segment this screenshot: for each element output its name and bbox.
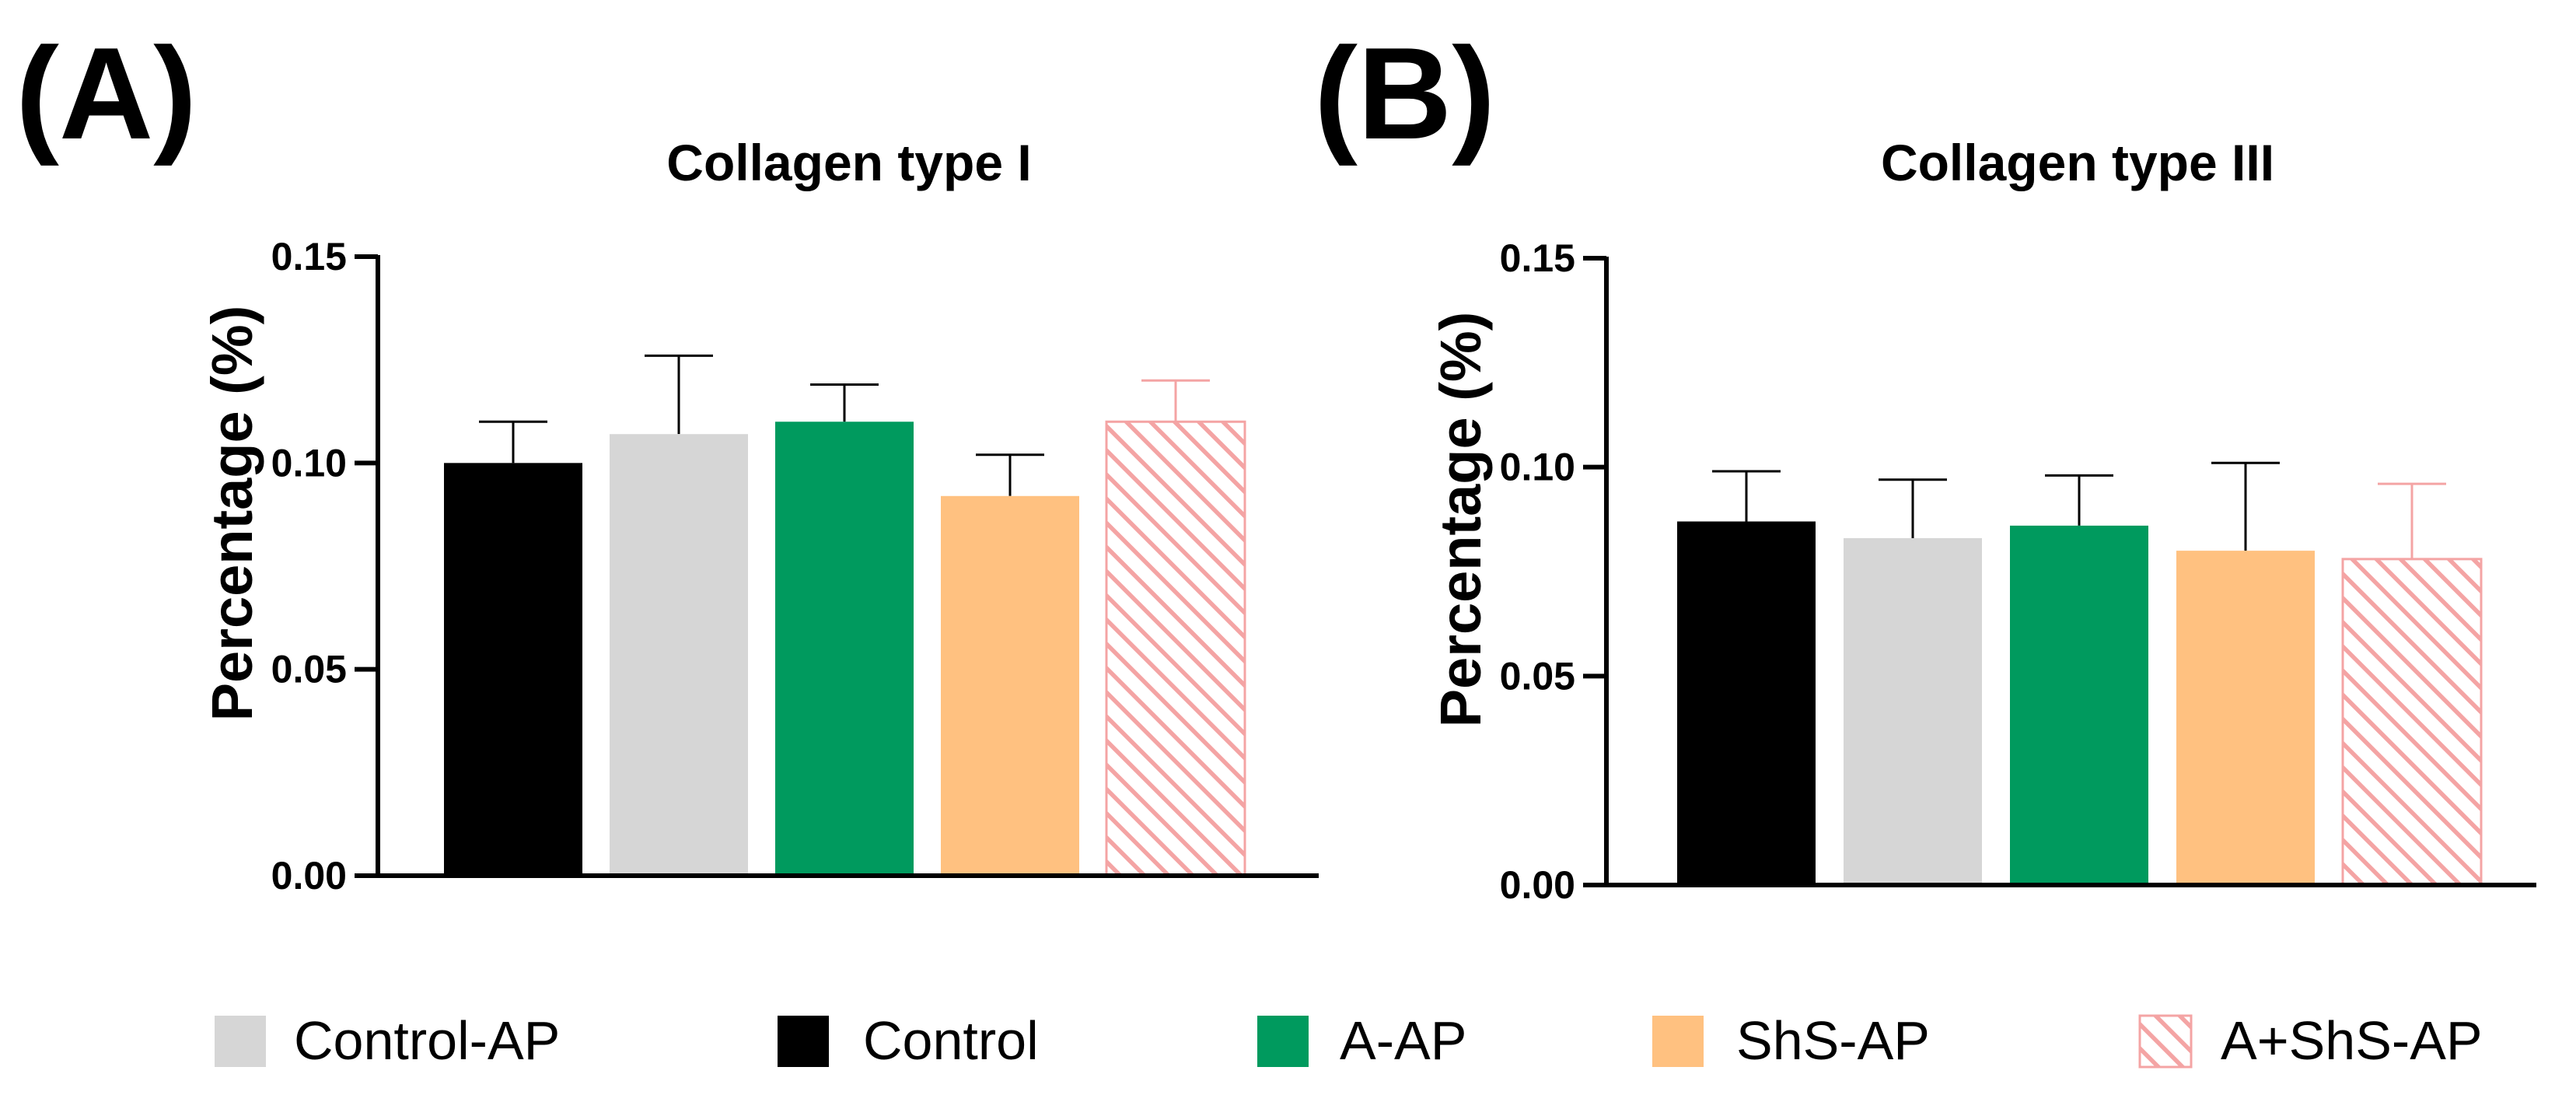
bar-a-control	[444, 463, 582, 876]
y-axis-label-b: Percentage (%)	[1428, 312, 1493, 728]
chart-title-a: Collagen type I	[666, 134, 1031, 191]
bar-b-shs-ap	[2176, 551, 2315, 885]
y-tick-label-a-3: 0.15	[271, 235, 347, 278]
bar-a-control-ap	[610, 434, 748, 876]
bar-a-a-shs-ap	[1105, 420, 1246, 877]
legend-label-a-shs-ap: A+ShS-AP	[2221, 1010, 2483, 1071]
panel-letter-b: (B)	[1314, 20, 1495, 166]
legend-swatch-control	[778, 1016, 829, 1067]
legend: Control-AP Control A-AP ShS-AP A+ShS-AP	[215, 1010, 2483, 1071]
y-tick-label-b-0: 0.00	[1500, 863, 1575, 907]
legend-swatch-control-ap	[215, 1016, 266, 1067]
bar-b-a-ap	[2010, 525, 2148, 885]
legend-swatch-shs-ap	[1652, 1016, 1704, 1067]
legend-label-a-ap: A-AP	[1340, 1010, 1466, 1071]
legend-swatch-a-ap	[1257, 1016, 1309, 1067]
y-tick-label-b-2: 0.10	[1500, 446, 1575, 489]
chart-a: 0.00 0.05 0.10 0.15	[271, 235, 1319, 897]
bar-a-a-ap	[775, 422, 914, 876]
bar-b-control-ap	[1844, 538, 1982, 885]
bar-b-a-shs-ap	[2341, 558, 2483, 887]
y-tick-label-a-0: 0.00	[271, 854, 347, 897]
chart-title-b: Collagen type III	[1881, 134, 2274, 191]
bar-b-control	[1677, 521, 1816, 885]
legend-label-control: Control	[863, 1010, 1039, 1071]
y-axis-label-a: Percentage (%)	[200, 306, 264, 722]
bar-a-shs-ap	[941, 495, 1079, 876]
y-tick-label-b-3: 0.15	[1500, 236, 1575, 280]
legend-label-shs-ap: ShS-AP	[1736, 1010, 1930, 1071]
y-tick-label-b-1: 0.05	[1500, 654, 1575, 698]
legend-label-control-ap: Control-AP	[294, 1010, 560, 1071]
y-tick-label-a-1: 0.05	[271, 648, 347, 691]
legend-swatch-a-shs-ap	[2138, 1014, 2193, 1069]
y-tick-label-a-2: 0.10	[271, 441, 347, 485]
panel-letter-a: (A)	[16, 20, 197, 166]
chart-b: 0.00 0.05 0.10 0.15	[1500, 236, 2536, 907]
